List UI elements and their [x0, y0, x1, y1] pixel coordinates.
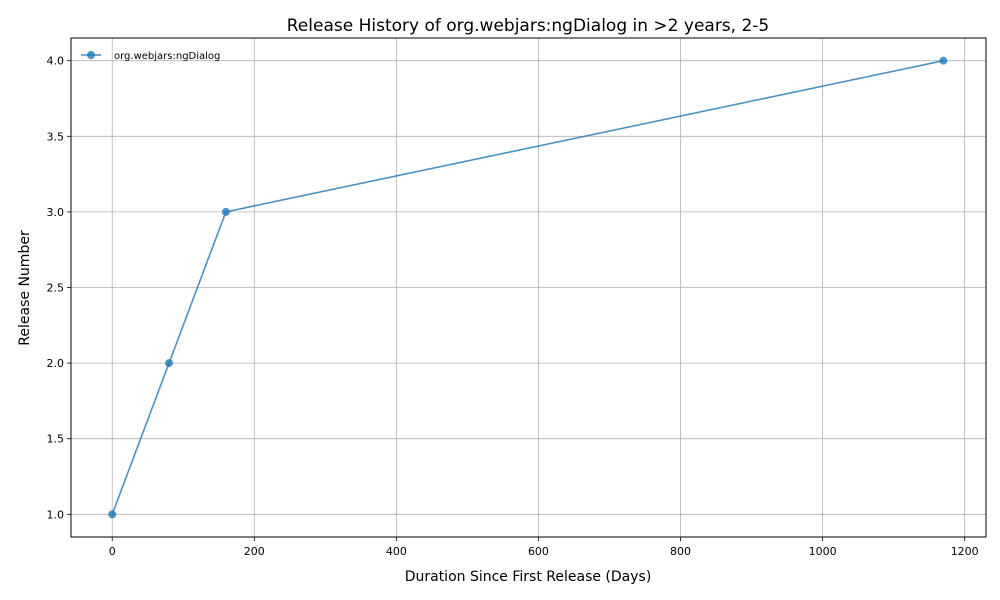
y-tick-label: 4.0: [47, 55, 65, 68]
y-tick-label: 3.0: [47, 206, 65, 219]
x-tick-label: 0: [109, 545, 116, 558]
y-tick-label: 2.5: [47, 282, 65, 295]
data-point: [108, 510, 117, 519]
x-tick-label: 200: [244, 545, 265, 558]
y-tick-label: 1.0: [47, 508, 65, 521]
x-tick-label: 600: [528, 545, 549, 558]
legend: org.webjars:ngDialog: [81, 51, 220, 62]
series-layer: [108, 56, 948, 519]
x-tick-label: 400: [386, 545, 407, 558]
y-tick-label: 3.5: [47, 130, 65, 143]
series-line: [111, 59, 944, 515]
x-tick-label: 1000: [809, 545, 837, 558]
data-point: [165, 359, 174, 368]
x-tick-label: 1200: [951, 545, 979, 558]
legend-label: org.webjars:ngDialog: [114, 51, 220, 62]
y-tick-label: 1.5: [47, 433, 65, 446]
x-axis-title: Duration Since First Release (Days): [405, 569, 652, 585]
chart-title: Release History of org.webjars:ngDialog …: [287, 16, 770, 36]
data-point: [939, 56, 948, 65]
y-axis-ticks: 1.0 1.5 2.0 2.5 3.0 3.5 4.0: [47, 55, 71, 521]
y-tick-label: 2.0: [47, 357, 65, 370]
x-tick-label: 800: [670, 545, 691, 558]
data-point: [221, 207, 230, 216]
y-axis-title: Release Number: [17, 230, 33, 346]
legend-marker-swatch: [87, 51, 95, 59]
x-axis-ticks: 0 200 400 600 800 1000 1200: [109, 537, 979, 558]
